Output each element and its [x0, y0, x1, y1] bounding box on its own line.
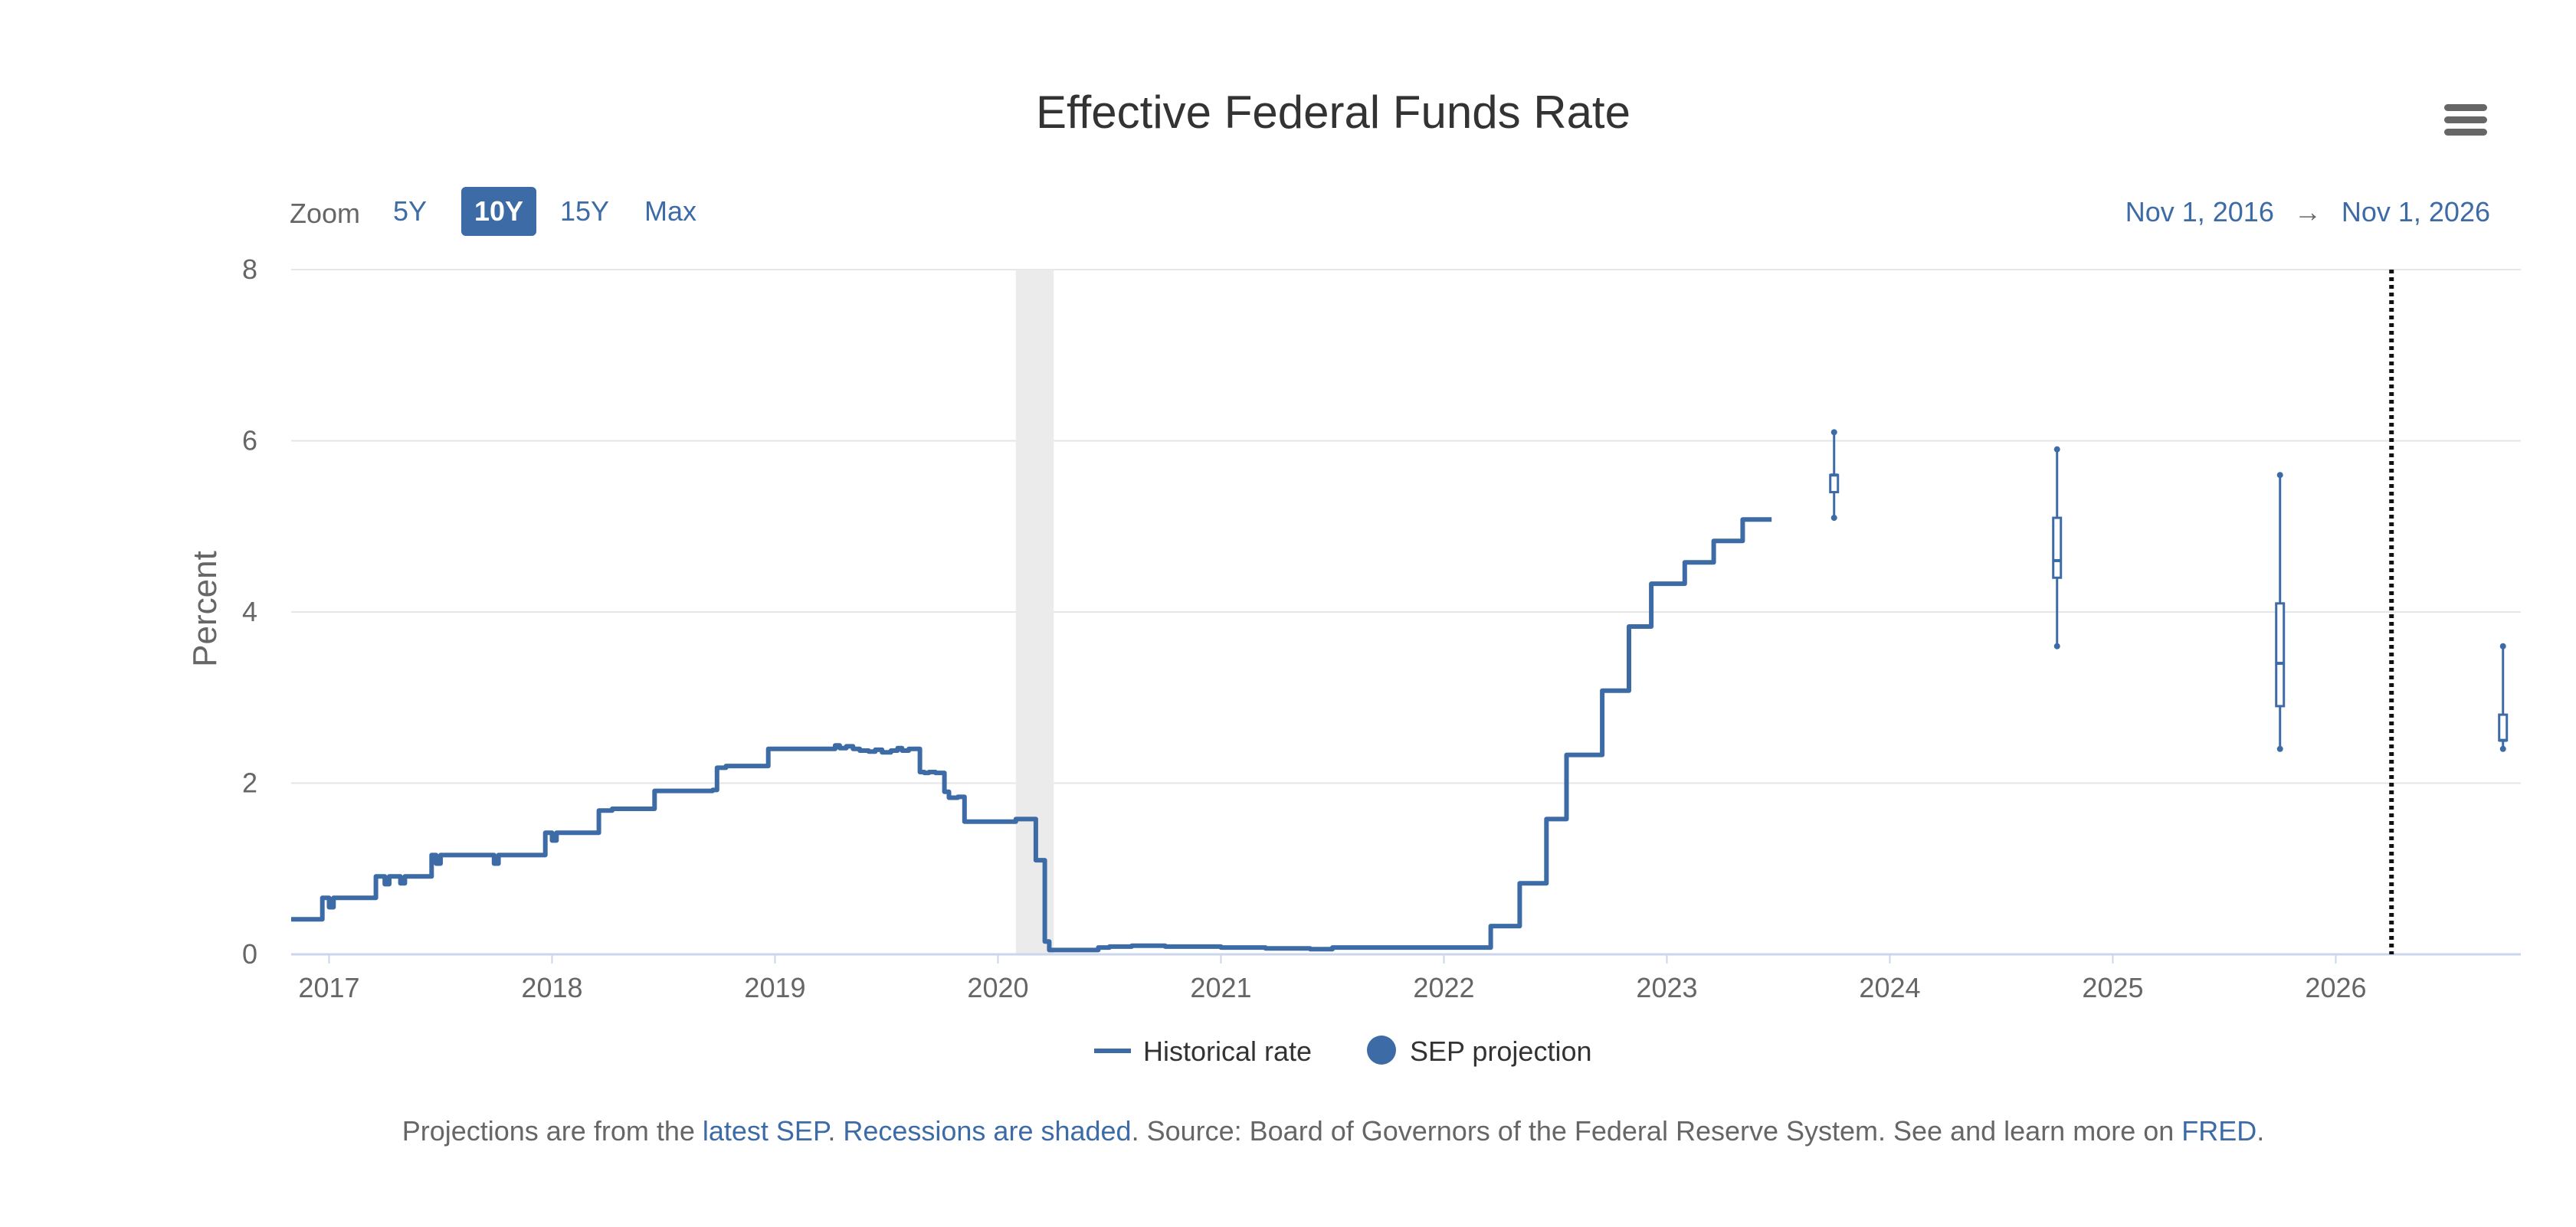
zoom-5y-button[interactable]: 5Y	[392, 195, 428, 227]
range-to[interactable]: Nov 1, 2026	[2341, 196, 2490, 227]
x-tick-label: 2021	[1190, 972, 1251, 1003]
sep-high-cap	[2276, 472, 2283, 479]
sep-high-cap	[1830, 429, 1837, 436]
legend-item-historical[interactable]: Historical rate	[1094, 1036, 1312, 1068]
sep-projection-boxplot	[2275, 472, 2286, 752]
range-from[interactable]: Nov 1, 2016	[2125, 196, 2274, 227]
sep-box	[2275, 602, 2286, 708]
sep-projection-boxplot	[2052, 446, 2063, 649]
fred-link[interactable]: FRED	[2181, 1115, 2257, 1147]
grid-lines	[291, 269, 2521, 784]
latest-sep-link[interactable]: latest SEP	[702, 1115, 828, 1147]
hamburger-menu-icon[interactable]	[2444, 104, 2487, 141]
menu-bar	[2444, 116, 2487, 123]
zoom-15y-button[interactable]: 15Y	[559, 195, 610, 227]
sep-high-cap	[2053, 446, 2060, 453]
x-tick-label: 2025	[2082, 972, 2143, 1003]
sep-low-cap	[2276, 745, 2283, 752]
sep-box	[2052, 516, 2063, 579]
y-tick-label: 6	[242, 425, 257, 456]
caption-middle: . Source: Board of Governors of the Fede…	[1131, 1115, 2182, 1147]
menu-bar	[2444, 129, 2487, 136]
y-tick-label: 4	[242, 596, 257, 627]
y-tick-label: 0	[242, 938, 257, 970]
series	[291, 429, 2509, 953]
x-tick-label: 2024	[1859, 972, 1920, 1003]
chart-title: Effective Federal Funds Rate	[1036, 87, 1630, 138]
y-axis-label: Percent	[186, 551, 224, 667]
x-tick-label: 2026	[2305, 972, 2366, 1003]
line-swatch-icon	[1094, 1049, 1131, 1054]
sep-box	[1829, 473, 1840, 494]
caption: Projections are from the latest SEP. Rec…	[0, 1115, 2576, 1147]
sep-box	[2498, 713, 2509, 742]
zoom-max-button[interactable]: Max	[644, 195, 696, 227]
sep-low-cap	[2499, 745, 2506, 752]
menu-bar	[2444, 104, 2487, 111]
x-tick-label: 2020	[967, 972, 1028, 1003]
sep-low-cap	[1830, 515, 1837, 522]
zoom-10y-button[interactable]: 10Y	[461, 187, 536, 236]
dot-swatch-icon	[1367, 1036, 1396, 1065]
y-tick-label: 8	[242, 254, 257, 285]
x-tick-label: 2023	[1636, 972, 1697, 1003]
caption-sep1: .	[828, 1115, 844, 1147]
historical-rate-line	[291, 517, 1772, 953]
axes: 0 2 4 6 8 2017 2018 2019 2020 2021 2022 2023 2024 202…	[242, 254, 2521, 1003]
sep-projection-boxplot	[2498, 643, 2509, 752]
legend-label-historical: Historical rate	[1143, 1036, 1313, 1067]
zoom-label: Zoom	[290, 198, 361, 229]
range-arrow-icon: →	[2293, 196, 2322, 227]
y-tick-label: 2	[242, 767, 257, 799]
sep-low-cap	[2053, 643, 2060, 649]
sep-high-cap	[2499, 643, 2506, 649]
x-tick-label: 2018	[521, 972, 582, 1003]
sep-projection-boxplot	[1829, 429, 1840, 522]
recessions-link[interactable]: Recessions are shaded	[843, 1115, 1132, 1147]
legend-item-sep[interactable]: SEP projection	[1367, 1036, 1591, 1068]
x-tick-label: 2022	[1413, 972, 1474, 1003]
caption-suffix: .	[2256, 1115, 2265, 1147]
date-range: Nov 1, 2016 → Nov 1, 2026	[2125, 196, 2490, 228]
caption-prefix: Projections are from the	[401, 1115, 703, 1147]
x-tick-label: 2017	[298, 972, 359, 1003]
legend-label-sep: SEP projection	[1410, 1036, 1592, 1067]
x-tick-label: 2019	[744, 972, 805, 1003]
